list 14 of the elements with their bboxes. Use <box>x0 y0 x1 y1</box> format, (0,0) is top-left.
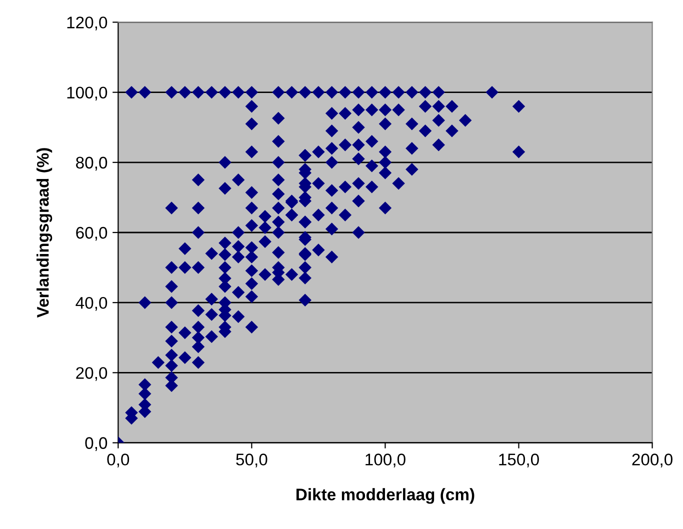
y-tick-label: 80,0 <box>76 156 108 171</box>
y-tick-label: 120,0 <box>67 16 108 30</box>
x-tick-label: 50,0 <box>236 454 268 468</box>
y-tick-label: 40,0 <box>76 296 108 311</box>
x-tick-label: 150,0 <box>499 454 539 468</box>
x-tick-label: 200,0 <box>632 454 672 468</box>
y-tick-label: 20,0 <box>76 367 108 381</box>
y-axis-title: Verlandingsgraad (%) <box>36 148 52 318</box>
y-tick-label: 60,0 <box>76 226 108 241</box>
x-tick-label: 100,0 <box>366 454 406 468</box>
x-tick-label: 0,0 <box>107 454 130 468</box>
y-tick-label: 0,0 <box>85 437 108 451</box>
x-axis-title: Dikte modderlaag (cm) <box>296 488 474 504</box>
y-tick-label: 100,0 <box>67 86 108 100</box>
